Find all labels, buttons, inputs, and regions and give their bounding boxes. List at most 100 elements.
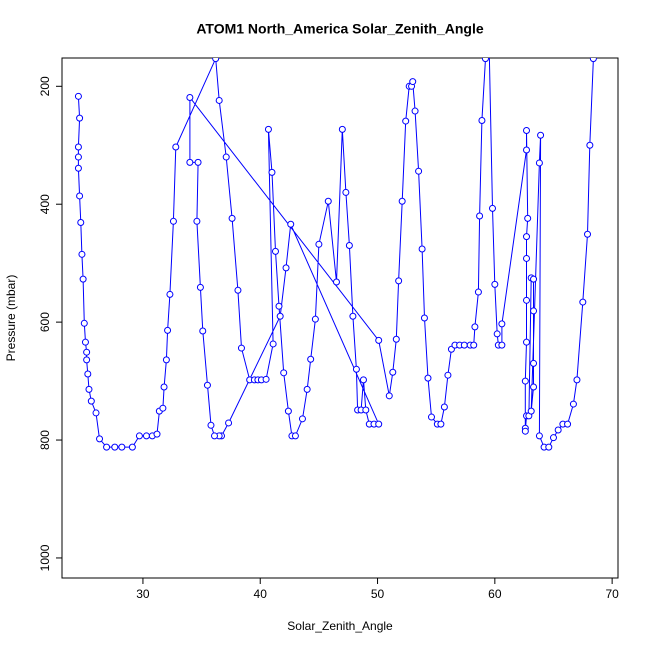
x-tick-label: 50 [371, 587, 385, 601]
data-point [196, 283, 204, 291]
data-point [362, 406, 370, 414]
data-point [186, 94, 194, 102]
data-point [530, 275, 538, 283]
data-point [262, 375, 270, 383]
data-point [74, 153, 82, 161]
y-tick-label: 600 [38, 312, 52, 332]
data-point [193, 217, 201, 225]
data-point [389, 368, 397, 376]
data-point [264, 125, 272, 133]
data-point [488, 204, 496, 212]
data-point [186, 158, 194, 166]
data-point [74, 164, 82, 172]
data-point [471, 323, 479, 331]
data-point [535, 432, 543, 440]
data-point [212, 58, 220, 63]
data-point [402, 117, 410, 125]
data-point [268, 168, 276, 176]
y-tick-label: 200 [38, 76, 52, 96]
data-point [74, 143, 82, 151]
data-point [237, 344, 245, 352]
data-point [324, 197, 332, 205]
data-point [118, 443, 126, 451]
data-point [498, 320, 506, 328]
data-point [76, 114, 84, 122]
data-point [481, 58, 489, 63]
data-point [470, 341, 478, 349]
data-point [280, 369, 288, 377]
data-point [338, 125, 346, 133]
data-point [427, 413, 435, 421]
data-point [162, 356, 170, 364]
data-point [92, 409, 100, 417]
data-point [498, 341, 506, 349]
data-point [81, 338, 89, 346]
data-point [375, 420, 383, 428]
data-point [523, 296, 531, 304]
data-point [411, 107, 419, 115]
data-point [315, 240, 323, 248]
data-point [172, 143, 180, 151]
data-point [271, 247, 279, 255]
data-point [424, 374, 432, 382]
data-point [437, 420, 445, 428]
data-point [199, 327, 207, 335]
data-point [222, 153, 230, 161]
data-point [282, 264, 290, 272]
data-point [77, 218, 85, 226]
data-point [128, 443, 136, 451]
chart-title: ATOM1 North_America Solar_Zenith_Angle [196, 21, 484, 37]
data-point [342, 188, 350, 196]
data-point [96, 435, 104, 443]
data-point [537, 131, 545, 139]
data-point [166, 290, 174, 298]
data-point [349, 312, 357, 320]
data-point [103, 443, 111, 451]
data-point [153, 430, 161, 438]
y-tick-label: 1000 [38, 544, 52, 571]
data-point [345, 241, 353, 249]
data-point [234, 286, 242, 294]
data-point [207, 421, 215, 429]
y-tick-label: 800 [38, 430, 52, 450]
data-point [79, 275, 87, 283]
data-point [440, 403, 448, 411]
data-point [478, 116, 486, 124]
data-point [194, 158, 202, 166]
data-point [80, 319, 88, 327]
data-point [521, 377, 529, 385]
data-point [78, 250, 86, 258]
y-axis-label: Pressure (mbar) [4, 275, 18, 362]
x-tick-label: 40 [254, 587, 268, 601]
data-point [573, 376, 581, 384]
data-point [569, 400, 577, 408]
y-tick-label: 400 [38, 194, 52, 214]
data-point [523, 127, 531, 135]
data-point [142, 432, 150, 440]
data-point [564, 420, 572, 428]
data-point [420, 314, 428, 322]
data-point [554, 426, 562, 434]
data-point [395, 277, 403, 285]
data-point [545, 443, 553, 451]
data-point [375, 336, 383, 344]
data-point [530, 383, 538, 391]
data-point [415, 167, 423, 175]
data-point [287, 220, 295, 228]
data-point [332, 278, 340, 286]
data-point [203, 381, 211, 389]
data-point [276, 312, 284, 320]
x-tick-label: 70 [605, 587, 619, 601]
data-point [307, 355, 315, 363]
data-point [589, 58, 597, 63]
data-point [298, 415, 306, 423]
data-point [83, 356, 91, 364]
data-point [586, 141, 594, 149]
data-point [160, 383, 168, 391]
plot-area [74, 58, 597, 451]
data-point [444, 371, 452, 379]
data-point [460, 341, 468, 349]
data-point [135, 432, 143, 440]
data-point [83, 348, 91, 356]
data-point [579, 298, 587, 306]
